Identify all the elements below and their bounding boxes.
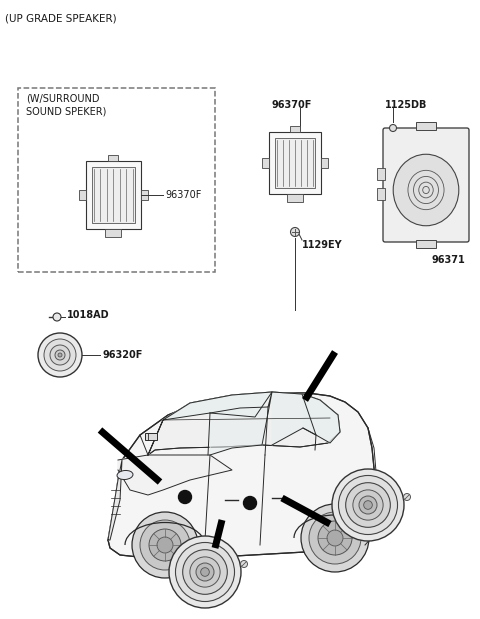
Text: 96371: 96371 xyxy=(432,255,466,265)
Bar xyxy=(18,88,215,272)
Bar xyxy=(108,155,118,161)
FancyBboxPatch shape xyxy=(383,128,469,242)
Text: 96340A: 96340A xyxy=(338,475,379,485)
Text: 96330E: 96330E xyxy=(320,500,360,510)
Polygon shape xyxy=(108,460,122,540)
Polygon shape xyxy=(303,394,340,443)
Polygon shape xyxy=(148,392,340,455)
Bar xyxy=(377,188,385,200)
Circle shape xyxy=(58,353,62,357)
Circle shape xyxy=(309,512,361,564)
Text: 1125DB: 1125DB xyxy=(385,100,427,110)
Text: (W/SURROUND: (W/SURROUND xyxy=(26,93,99,103)
Circle shape xyxy=(38,333,82,377)
Circle shape xyxy=(327,530,343,546)
Circle shape xyxy=(44,339,76,371)
Text: 82472
96301: 82472 96301 xyxy=(158,555,192,577)
Bar xyxy=(287,194,303,202)
Circle shape xyxy=(290,228,300,236)
Circle shape xyxy=(332,469,404,541)
Ellipse shape xyxy=(393,154,459,226)
Text: 82472
96301: 82472 96301 xyxy=(318,479,352,501)
Bar xyxy=(377,168,385,180)
Polygon shape xyxy=(272,392,316,445)
Circle shape xyxy=(179,490,192,503)
Polygon shape xyxy=(108,393,378,558)
Circle shape xyxy=(169,536,241,608)
Bar xyxy=(416,240,436,248)
Polygon shape xyxy=(148,392,272,455)
Circle shape xyxy=(176,542,235,602)
Polygon shape xyxy=(210,392,272,455)
Bar xyxy=(92,167,134,223)
Circle shape xyxy=(140,520,190,570)
Circle shape xyxy=(132,512,198,578)
Circle shape xyxy=(353,490,383,520)
Circle shape xyxy=(338,475,397,535)
Circle shape xyxy=(55,350,65,360)
Bar xyxy=(275,138,315,188)
Text: 1018AD: 1018AD xyxy=(67,310,109,320)
Bar xyxy=(141,190,147,200)
Circle shape xyxy=(149,529,181,561)
Circle shape xyxy=(364,501,372,509)
Polygon shape xyxy=(118,455,232,495)
Text: 96370F: 96370F xyxy=(165,190,202,200)
Circle shape xyxy=(318,521,352,555)
Bar xyxy=(85,161,141,229)
Circle shape xyxy=(346,483,390,527)
Bar xyxy=(105,229,120,237)
Circle shape xyxy=(50,345,70,365)
Circle shape xyxy=(157,537,173,553)
Ellipse shape xyxy=(117,470,133,480)
Circle shape xyxy=(243,496,256,509)
Bar xyxy=(321,158,328,168)
Text: 1129EY: 1129EY xyxy=(302,240,343,250)
Text: SOUND SPEKER): SOUND SPEKER) xyxy=(26,106,107,116)
Text: 96320F: 96320F xyxy=(102,350,143,360)
Bar xyxy=(262,158,269,168)
Circle shape xyxy=(389,124,396,131)
Bar xyxy=(79,190,85,200)
Circle shape xyxy=(359,496,377,514)
Circle shape xyxy=(301,504,369,572)
Text: 96370F: 96370F xyxy=(272,100,312,110)
Circle shape xyxy=(240,560,248,568)
Bar xyxy=(269,132,321,194)
Circle shape xyxy=(53,313,61,321)
Bar xyxy=(145,433,157,440)
Bar xyxy=(290,126,300,132)
Circle shape xyxy=(201,568,209,576)
Circle shape xyxy=(404,493,410,501)
Circle shape xyxy=(183,550,228,594)
Circle shape xyxy=(196,563,214,581)
Circle shape xyxy=(190,557,220,587)
Bar xyxy=(416,122,436,130)
Text: (UP GRADE SPEAKER): (UP GRADE SPEAKER) xyxy=(5,13,117,23)
